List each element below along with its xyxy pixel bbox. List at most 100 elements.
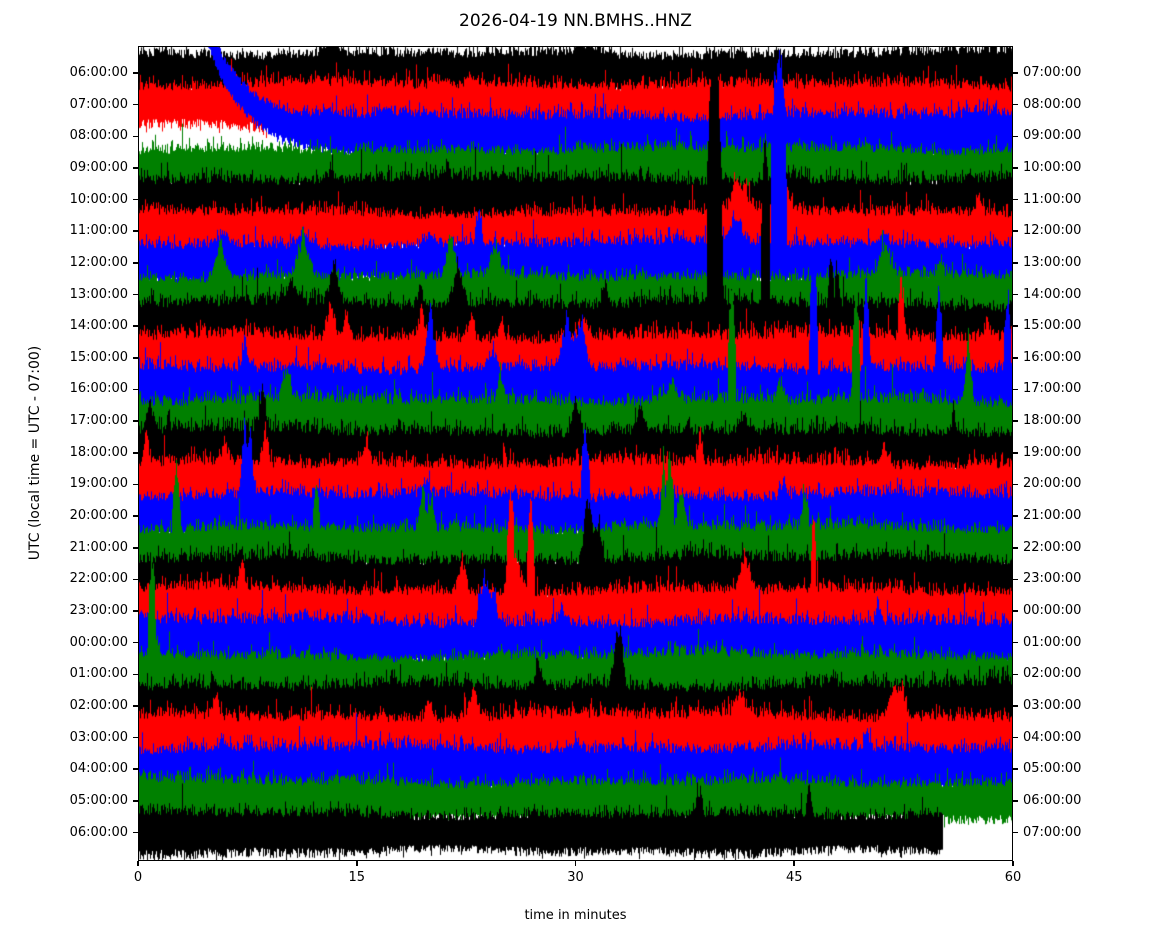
x-tick-label: 45 bbox=[785, 870, 803, 885]
y-tick-label-local: 02:00:00 bbox=[1023, 666, 1082, 682]
y-tick-label-local: 23:00:00 bbox=[1023, 571, 1082, 587]
y-tick-label-local: 07:00:00 bbox=[1023, 824, 1082, 840]
y-tick-label-local: 16:00:00 bbox=[1023, 349, 1082, 365]
y-tickmark-left bbox=[133, 198, 138, 201]
y-tickmark-left bbox=[133, 768, 138, 771]
y-tick-label-local: 14:00:00 bbox=[1023, 286, 1082, 302]
y-tickmark-right bbox=[1013, 578, 1018, 581]
y-tickmark-left bbox=[133, 72, 138, 74]
y-tickmark-right bbox=[1013, 357, 1018, 359]
y-tickmark-right bbox=[1013, 831, 1018, 834]
y-tick-label-local: 10:00:00 bbox=[1023, 159, 1082, 175]
y-tick-label-local: 19:00:00 bbox=[1023, 444, 1082, 460]
y-tick-label-utc: 06:00:00 bbox=[69, 65, 128, 80]
y-tickmark-left bbox=[133, 325, 138, 327]
y-tick-label-local: 18:00:00 bbox=[1023, 413, 1082, 429]
x-axis-label: time in minutes bbox=[524, 908, 627, 923]
y-tickmark-right bbox=[1013, 800, 1018, 802]
y-tick-label-local: 01:00:00 bbox=[1023, 634, 1082, 650]
x-tickmark bbox=[137, 861, 139, 866]
y-tickmark-left bbox=[133, 167, 138, 169]
y-tickmark-left bbox=[133, 641, 138, 644]
x-tick-label: 30 bbox=[567, 870, 584, 885]
y-tickmark-right bbox=[1013, 388, 1018, 391]
y-tickmark-left bbox=[133, 230, 138, 233]
y-tickmark-right bbox=[1013, 325, 1018, 327]
y-tick-label-utc: 06:00:00 bbox=[69, 824, 128, 840]
y-tick-label-local: 12:00:00 bbox=[1023, 223, 1082, 239]
y-tick-label-utc: 02:00:00 bbox=[69, 697, 128, 713]
y-tick-label-utc: 16:00:00 bbox=[69, 381, 128, 397]
y-tick-label-utc: 10:00:00 bbox=[69, 191, 128, 207]
x-tick-label: 60 bbox=[1004, 870, 1022, 885]
y-tick-label-utc: 08:00:00 bbox=[69, 128, 128, 144]
y-tick-label-utc: 11:00:00 bbox=[69, 223, 128, 239]
y-tick-label-utc: 04:00:00 bbox=[69, 761, 128, 777]
y-tickmark-left bbox=[133, 388, 138, 391]
y-tickmark-left bbox=[133, 578, 138, 581]
y-tick-label-utc: 18:00:00 bbox=[69, 444, 128, 460]
y-tick-label-local: 09:00:00 bbox=[1023, 128, 1082, 144]
y-tick-label-local: 07:00:00 bbox=[1023, 65, 1082, 80]
y-tickmark-right bbox=[1013, 167, 1018, 169]
y-tick-label-utc: 00:00:00 bbox=[69, 634, 128, 650]
y-tickmark-right bbox=[1013, 546, 1018, 549]
y-tickmark-right bbox=[1013, 610, 1018, 612]
y-tickmark-right bbox=[1013, 673, 1018, 676]
y-tick-label-local: 17:00:00 bbox=[1023, 381, 1082, 397]
y-tickmark-right bbox=[1013, 420, 1018, 422]
y-tick-label-utc: 15:00:00 bbox=[69, 349, 128, 365]
y-tickmark-left bbox=[133, 293, 138, 296]
y-tick-label-utc: 20:00:00 bbox=[69, 508, 128, 524]
y-tickmark-right bbox=[1013, 293, 1018, 296]
y-tickmark-right bbox=[1013, 736, 1018, 739]
y-tickmark-right bbox=[1013, 72, 1018, 74]
chart-title: 2026-04-19 NN.BMHS..HNZ bbox=[459, 11, 692, 31]
y-tick-label-utc: 14:00:00 bbox=[69, 318, 128, 334]
y-tick-label-utc: 07:00:00 bbox=[69, 96, 128, 112]
y-tick-label-utc: 13:00:00 bbox=[69, 286, 128, 302]
y-tick-label-utc: 09:00:00 bbox=[69, 159, 128, 175]
y-tick-label-local: 20:00:00 bbox=[1023, 476, 1082, 492]
y-tick-label-local: 15:00:00 bbox=[1023, 318, 1082, 334]
y-tickmark-left bbox=[133, 135, 138, 138]
y-tick-label-utc: 23:00:00 bbox=[69, 602, 128, 618]
y-tick-label-utc: 05:00:00 bbox=[69, 792, 128, 808]
y-tickmark-left bbox=[133, 705, 138, 707]
y-tick-label-local: 08:00:00 bbox=[1023, 96, 1082, 112]
y-tickmark-right bbox=[1013, 198, 1018, 201]
y-tick-label-local: 00:00:00 bbox=[1023, 602, 1082, 618]
y-tickmark-left bbox=[133, 610, 138, 612]
y-tick-label-local: 22:00:00 bbox=[1023, 539, 1082, 555]
y-tickmark-left bbox=[133, 673, 138, 676]
y-tick-label-local: 04:00:00 bbox=[1023, 729, 1082, 745]
y-tick-label-local: 11:00:00 bbox=[1023, 191, 1082, 207]
y-tick-label-utc: 22:00:00 bbox=[69, 571, 128, 587]
y-tick-label-local: 21:00:00 bbox=[1023, 508, 1082, 524]
y-tickmark-left bbox=[133, 103, 138, 106]
x-tick-label: 15 bbox=[348, 870, 366, 885]
y-tickmark-right bbox=[1013, 135, 1018, 138]
y-tickmark-right bbox=[1013, 452, 1018, 454]
y-tick-label-utc: 21:00:00 bbox=[69, 539, 128, 555]
y-tickmark-left bbox=[133, 546, 138, 549]
y-tickmark-right bbox=[1013, 705, 1018, 707]
y-tickmark-right bbox=[1013, 515, 1018, 517]
y-tickmark-left bbox=[133, 800, 138, 802]
y-tickmark-left bbox=[133, 483, 138, 486]
seismogram-canvas bbox=[138, 46, 1013, 861]
y-tickmark-right bbox=[1013, 641, 1018, 644]
y-tickmark-left bbox=[133, 515, 138, 517]
x-tickmark bbox=[574, 861, 577, 866]
y-tick-label-local: 06:00:00 bbox=[1023, 792, 1082, 808]
x-tick-label: 0 bbox=[133, 870, 143, 885]
x-tickmark bbox=[793, 861, 796, 866]
x-tickmark bbox=[1012, 861, 1014, 866]
y-tickmark-right bbox=[1013, 483, 1018, 486]
y-tick-label-local: 03:00:00 bbox=[1023, 697, 1082, 713]
y-tickmark-left bbox=[133, 736, 138, 739]
y-tick-label-local: 05:00:00 bbox=[1023, 761, 1082, 777]
y-tickmark-left bbox=[133, 262, 138, 264]
y-tick-label-utc: 17:00:00 bbox=[69, 413, 128, 429]
